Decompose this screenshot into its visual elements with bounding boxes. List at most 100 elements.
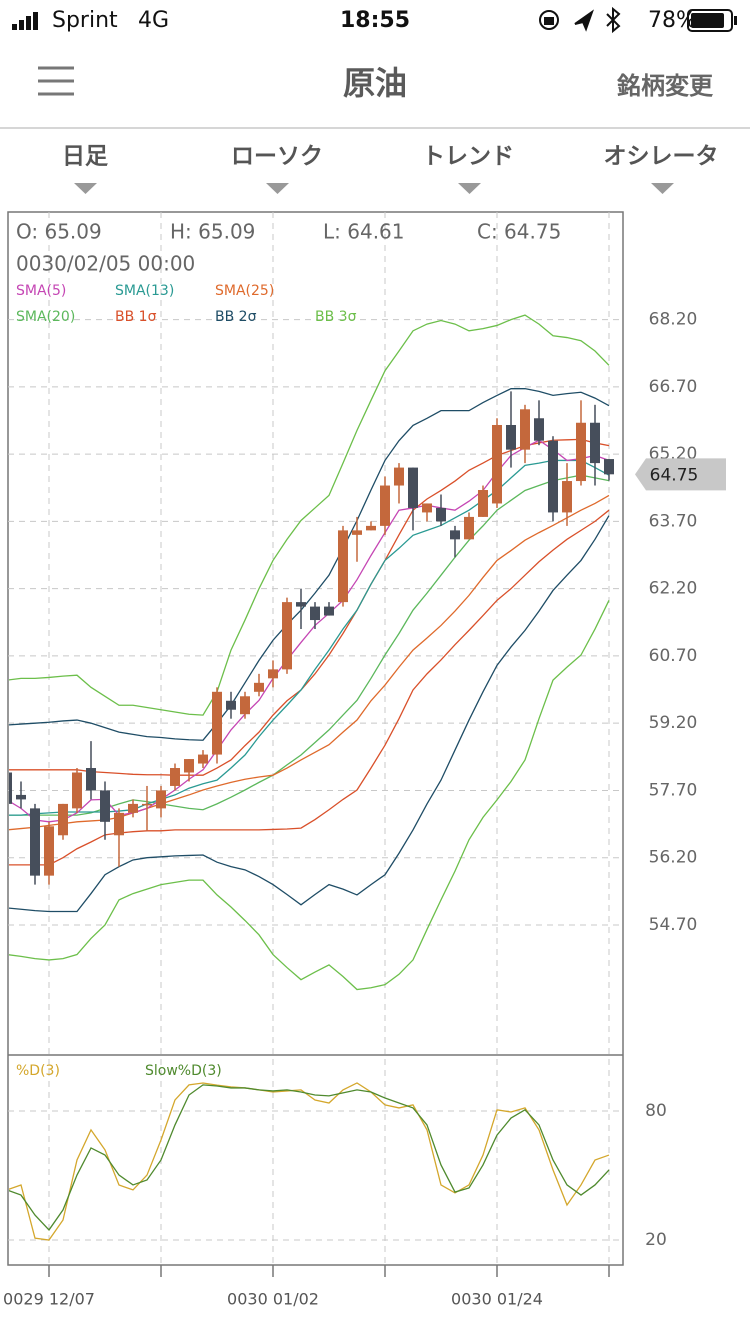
band-lower bbox=[9, 509, 610, 866]
tab[interactable]: 日足 bbox=[62, 144, 108, 170]
oscillator-line bbox=[9, 1084, 610, 1231]
candle-body bbox=[534, 418, 544, 441]
candle-body bbox=[450, 530, 460, 540]
candle-body bbox=[394, 467, 404, 486]
y-tick-label: 60.70 bbox=[649, 646, 698, 666]
candle-body bbox=[44, 826, 54, 876]
candle-body bbox=[86, 768, 96, 791]
high-readout: H: 65.09 bbox=[170, 220, 255, 244]
y-tick-label: 20 bbox=[645, 1230, 667, 1250]
status-icons bbox=[539, 6, 621, 34]
tab-bar: 日足 ローソク トレンド オシレータ bbox=[62, 144, 719, 194]
band-lower bbox=[9, 600, 610, 991]
candle-body bbox=[520, 409, 530, 450]
low-readout: L: 64.61 bbox=[323, 220, 405, 244]
tab[interactable]: トレンド bbox=[422, 144, 514, 170]
battery-icon bbox=[687, 9, 737, 32]
tab-arrows bbox=[74, 183, 674, 194]
price-plot bbox=[9, 314, 614, 991]
candle-body bbox=[296, 602, 306, 607]
x-tick-label: 0030 01/24 bbox=[451, 1290, 543, 1309]
candle-body bbox=[142, 803, 152, 806]
candle-body bbox=[464, 516, 474, 540]
candle-body bbox=[352, 530, 362, 535]
candle-body bbox=[590, 422, 600, 464]
candle-body bbox=[408, 467, 418, 508]
open-readout: O: 65.09 bbox=[16, 220, 102, 244]
legend-entry: SMA(25) bbox=[215, 283, 274, 299]
last-price-tag bbox=[635, 458, 726, 491]
candle-body bbox=[72, 772, 82, 809]
candle-body bbox=[506, 424, 516, 450]
candle-body bbox=[114, 812, 124, 836]
legend-entry: Slow%D(3) bbox=[145, 1063, 222, 1079]
tab[interactable]: オシレータ bbox=[604, 144, 719, 170]
candle-body bbox=[100, 790, 110, 822]
legend-entry: SMA(13) bbox=[115, 283, 174, 299]
band-upper bbox=[9, 314, 610, 716]
y-tick-label: 62.20 bbox=[649, 579, 698, 599]
candle-body bbox=[30, 808, 40, 876]
candle-body bbox=[324, 606, 334, 616]
candle-body bbox=[268, 669, 278, 679]
band-upper bbox=[9, 438, 610, 776]
menu-button[interactable] bbox=[38, 66, 74, 96]
legend-entry: BB 2σ bbox=[215, 309, 257, 325]
candle-body bbox=[170, 768, 180, 786]
y-tick-label: 80 bbox=[645, 1101, 667, 1121]
y-tick-label: 57.70 bbox=[649, 780, 698, 800]
oscillator-line bbox=[9, 1082, 610, 1241]
candle-body bbox=[9, 772, 12, 804]
candle-body bbox=[156, 790, 166, 809]
legend-entry: BB 1σ bbox=[115, 309, 157, 325]
candle-body bbox=[16, 794, 26, 800]
candle-body bbox=[310, 606, 320, 621]
legend-entry: SMA(20) bbox=[16, 309, 75, 325]
close-readout: C: 64.75 bbox=[477, 220, 561, 244]
candle-body bbox=[212, 691, 222, 755]
x-tick-label: 0029 12/07 bbox=[3, 1290, 95, 1309]
signal-icon bbox=[12, 12, 38, 30]
legend-entry: %D(3) bbox=[16, 1063, 60, 1079]
candle-body bbox=[226, 700, 236, 710]
clock: 18:55 bbox=[340, 8, 410, 33]
legend-entry: BB 3σ bbox=[315, 309, 357, 325]
x-tick-label: 0030 01/02 bbox=[227, 1290, 319, 1309]
band-lower bbox=[9, 515, 610, 913]
candle-body bbox=[282, 602, 292, 670]
y-tick-label: 66.70 bbox=[649, 377, 698, 397]
candle-body bbox=[366, 525, 376, 531]
candle-body bbox=[58, 803, 68, 836]
y-tick-label: 56.20 bbox=[649, 848, 698, 868]
labels: O: 65.09 H: 65.09 L: 64.61 C: 64.75 0030… bbox=[3, 220, 726, 1309]
candle-body bbox=[562, 481, 572, 513]
candle-body bbox=[240, 696, 250, 715]
status-bar: Sprint 4G 18:55 78% bbox=[12, 6, 737, 34]
candle-body bbox=[198, 754, 208, 764]
candle-body bbox=[604, 459, 614, 475]
chart-frame bbox=[7, 211, 624, 1266]
candle-body bbox=[380, 485, 390, 526]
candle-body bbox=[576, 422, 586, 482]
screen-title: 原油 bbox=[343, 64, 407, 102]
grid bbox=[8, 212, 623, 1265]
candle-body bbox=[128, 803, 138, 813]
band-upper bbox=[9, 388, 610, 741]
candle-body bbox=[492, 424, 502, 504]
y-tick-label: 68.20 bbox=[649, 310, 698, 330]
datetime-readout: 0030/02/05 00:00 bbox=[16, 252, 195, 276]
candle-body bbox=[422, 503, 432, 513]
y-tick-label: 54.70 bbox=[649, 915, 698, 935]
carrier: Sprint bbox=[52, 8, 118, 33]
nav-bar: 原油 銘柄変更 bbox=[0, 64, 750, 129]
last-price-label: 64.75 bbox=[650, 465, 699, 485]
change-symbol-button[interactable]: 銘柄変更 bbox=[616, 72, 714, 100]
tab[interactable]: ローソク bbox=[231, 144, 323, 170]
y-tick-label: 59.20 bbox=[649, 713, 698, 733]
candle-body bbox=[184, 759, 194, 773]
candle-body bbox=[254, 682, 264, 692]
legend-entry: SMA(5) bbox=[16, 283, 66, 299]
candle-body bbox=[436, 507, 446, 522]
